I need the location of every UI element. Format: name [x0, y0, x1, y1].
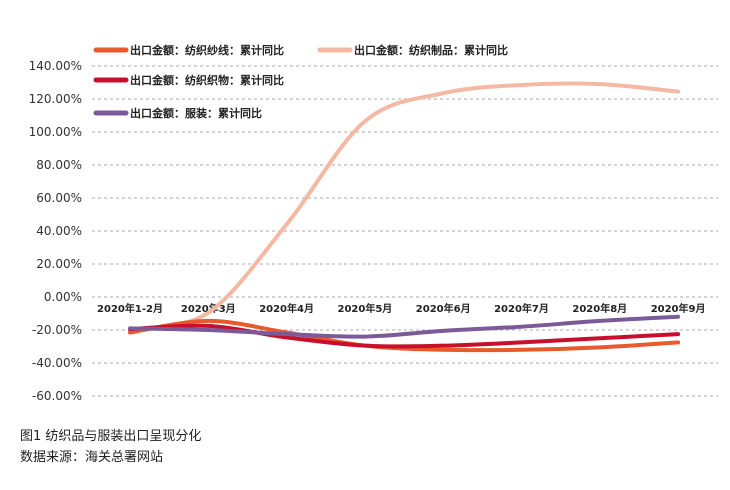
- legend: 出口金额：纺织纱线：累计同比 出口金额：纺织制品：累计同比出口金额：纺织织物：累计…: [93, 43, 508, 120]
- series-line-3: [128, 314, 681, 339]
- y-tick-label: 140.00%: [29, 59, 82, 73]
- series-line-1: [128, 81, 681, 332]
- series-line-0: [128, 318, 681, 353]
- y-tick-label: 100.00%: [29, 125, 82, 139]
- x-category-label: 2020年9月: [651, 302, 706, 315]
- series-line-2: [128, 323, 681, 349]
- legend-label-0: 出口金额：纺织纱线：累计同比: [130, 43, 284, 57]
- legend-label-2: 出口金额：纺织织物：累计同比: [130, 73, 284, 87]
- y-tick-label: 20.00%: [36, 257, 82, 271]
- y-tick-label: 0.00%: [44, 290, 82, 304]
- x-axis-category-labels: 2020年1-2月 2020年3月 2020年4月 2020年5月 2020年6月 202…: [97, 302, 705, 315]
- x-category-label: 2020年5月: [338, 302, 393, 315]
- x-category-label: 2020年3月: [181, 302, 236, 315]
- line-chart: 140.00% 120.00% 100.00% 80.00% 60.00% 40.00% 2…: [29, 43, 718, 403]
- y-tick-label: 120.00%: [29, 92, 82, 106]
- y-axis-tick-labels: 140.00% 120.00% 100.00% 80.00% 60.00% 40.00% 2…: [29, 59, 82, 403]
- source-caption: 数据来源：海关总署网站: [20, 450, 164, 465]
- x-category-label: 2020年1-2月: [97, 302, 163, 315]
- y-tick-label: -60.00%: [32, 389, 82, 403]
- x-category-label: 2020年7月: [494, 302, 549, 315]
- legend-label-1: 出口金额：纺织制品：累计同比: [354, 43, 508, 57]
- x-category-label: 2020年6月: [416, 302, 471, 315]
- y-tick-label: -20.00%: [32, 323, 82, 337]
- x-category-label: 2020年8月: [572, 302, 627, 315]
- y-tick-label: 80.00%: [36, 158, 82, 172]
- figure-caption: 图1 纺织品与服装出口呈现分化: [20, 429, 202, 444]
- y-tick-label: -40.00%: [32, 356, 82, 370]
- series-lines: [128, 81, 681, 353]
- legend-label-3: 出口金额：服装：累计同比: [130, 106, 262, 120]
- y-tick-label: 60.00%: [36, 191, 82, 205]
- y-tick-label: 40.00%: [36, 224, 82, 238]
- x-category-label: 2020年4月: [259, 302, 314, 315]
